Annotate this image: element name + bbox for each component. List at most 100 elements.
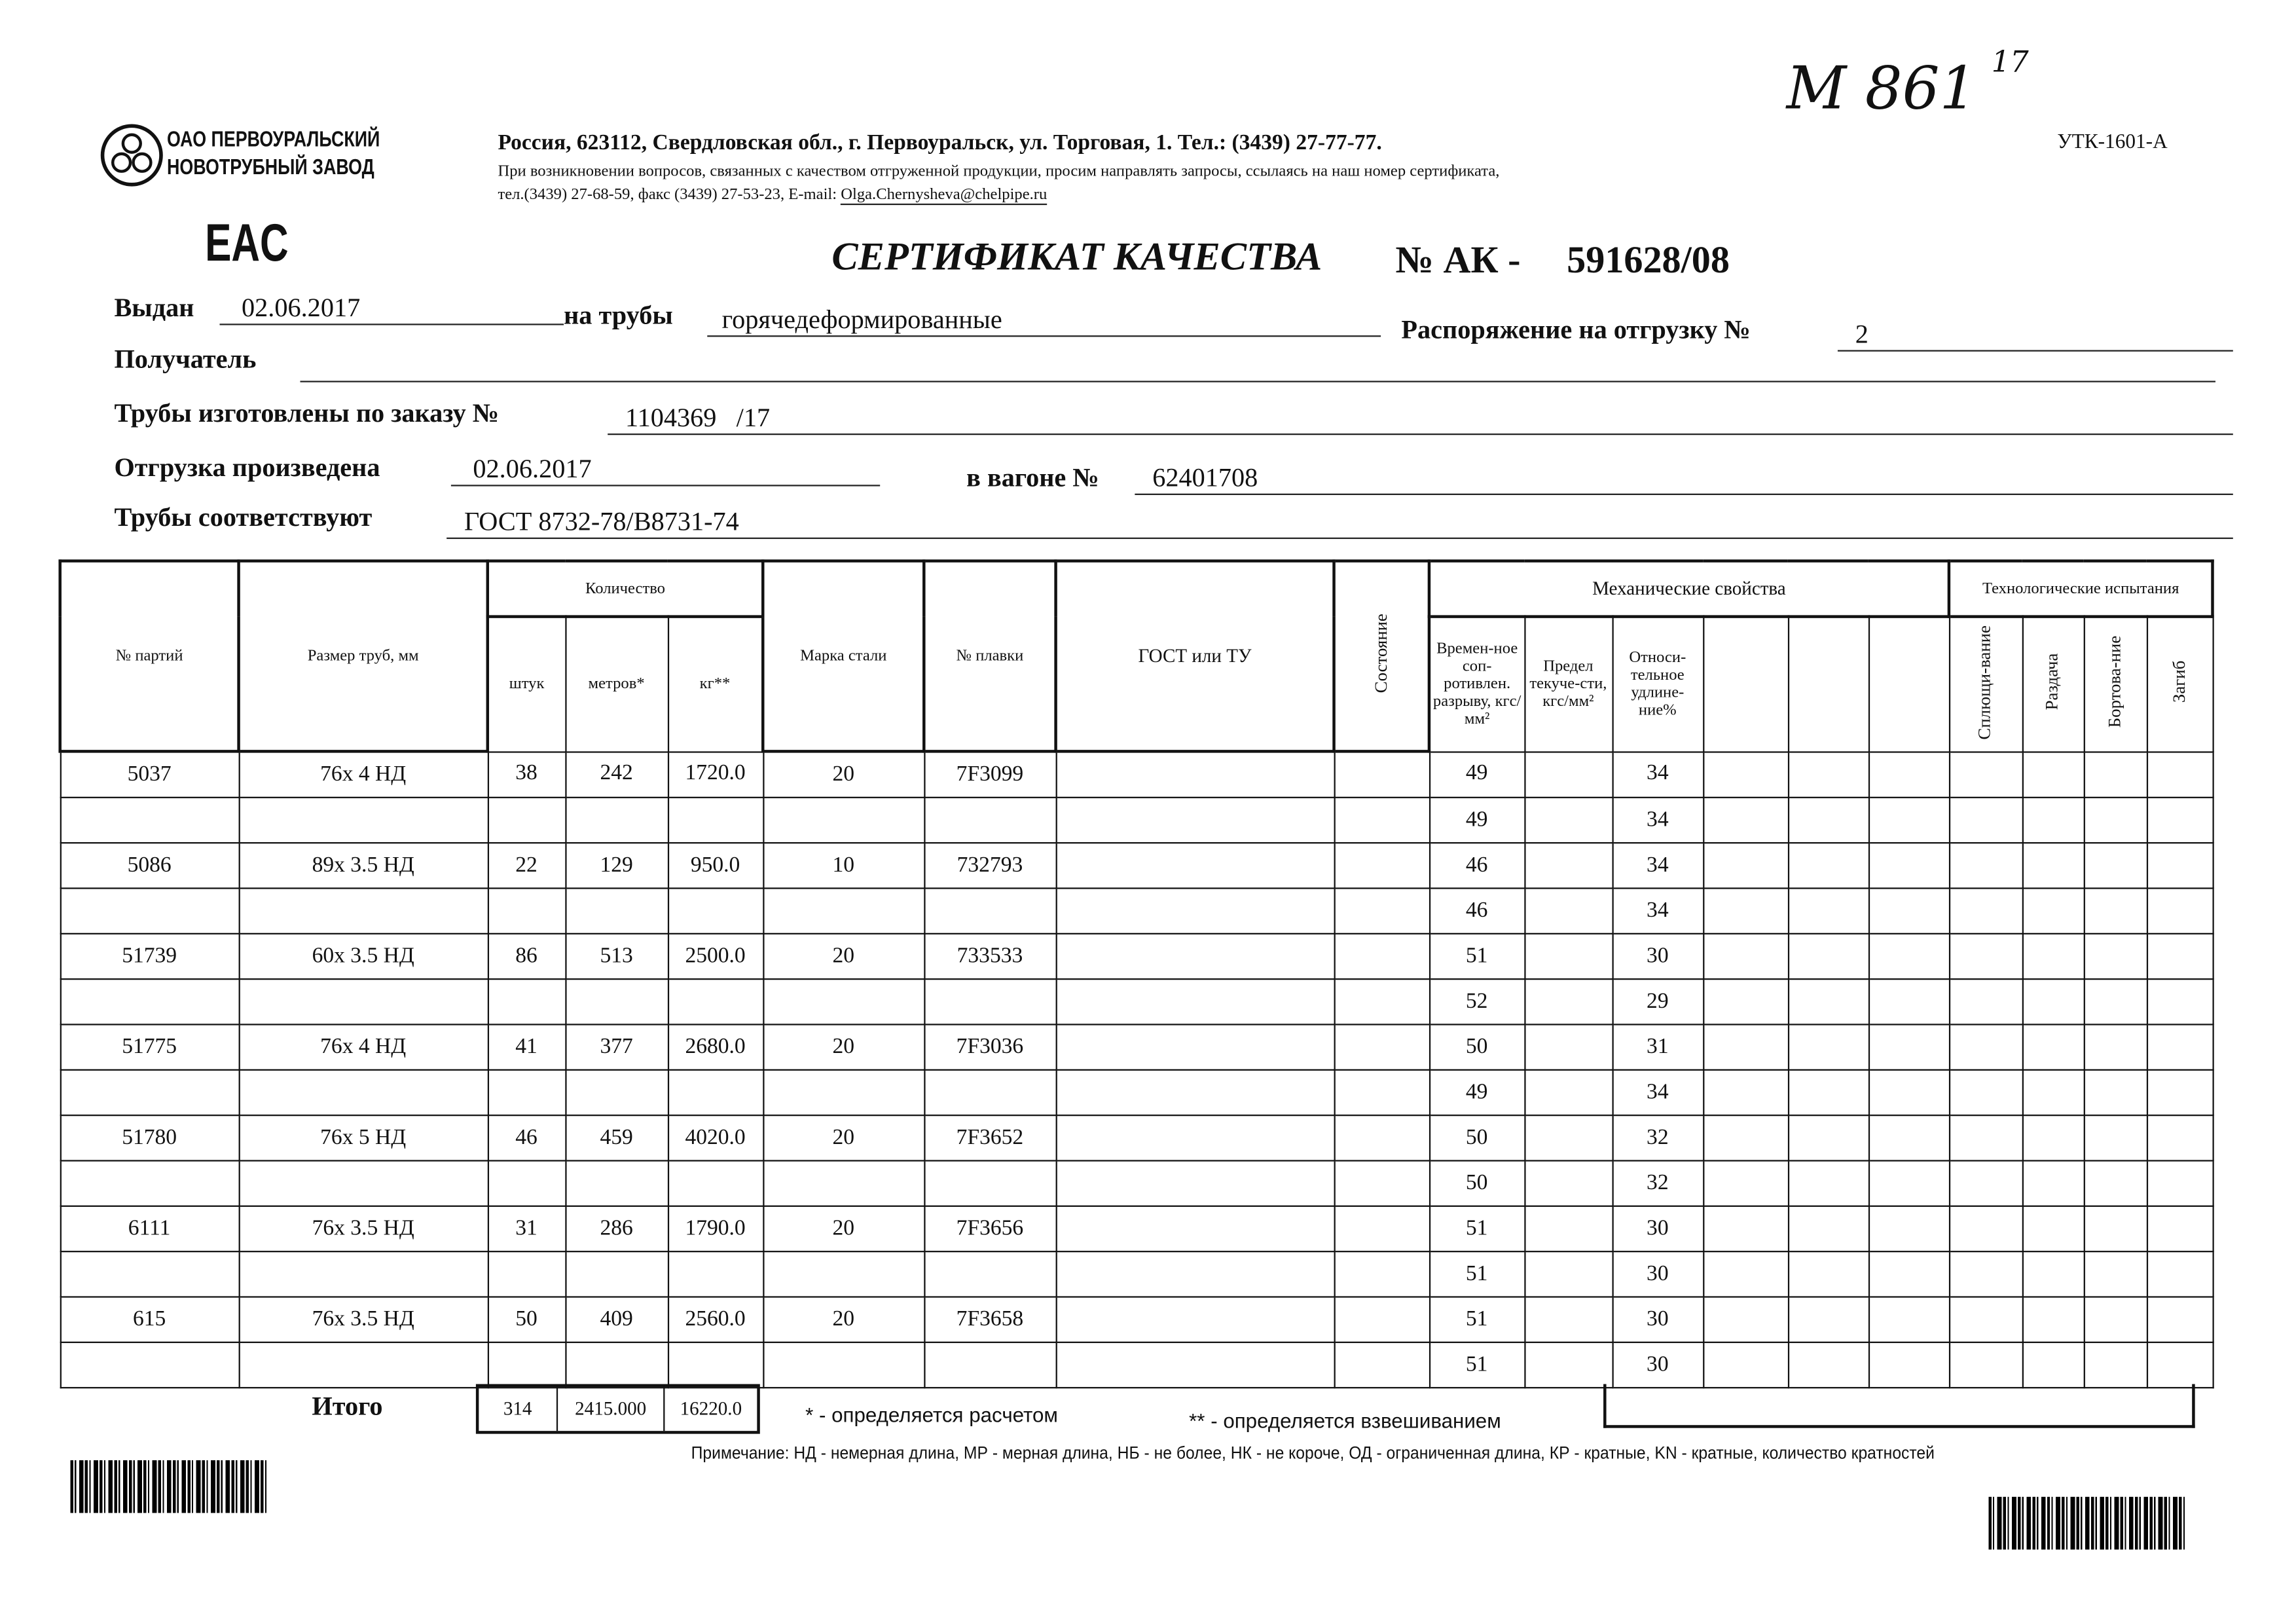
cell-steel: 20 [762, 1024, 925, 1071]
cell-t1 [1948, 842, 2023, 889]
cell-t2 [2021, 1069, 2085, 1116]
cell-steel: 20 [762, 750, 925, 798]
cell-state [1333, 1115, 1430, 1162]
cell-lot [59, 978, 240, 1025]
cell-steel [762, 1251, 925, 1298]
cell-meters: 242 [564, 750, 669, 798]
made-by-order-label: Трубы изготовлены по заказу № [114, 398, 500, 428]
certificate-title: СЕРТИФИКАТ КАЧЕСТВА [831, 234, 1322, 278]
header-expand: Раздача [2021, 616, 2085, 752]
cell-m6 [1867, 887, 1950, 934]
cell-size: 76x 3.5 НД [238, 1205, 488, 1253]
cell-state [1333, 750, 1430, 798]
cell-t3 [2083, 842, 2147, 889]
cell-yield [1523, 1205, 1613, 1253]
cell-elong: 34 [1611, 750, 1704, 798]
cell-state [1333, 1205, 1430, 1253]
cell-t1 [1948, 1251, 2023, 1298]
cell-heat: 7F3099 [923, 750, 1057, 798]
cell-yield [1523, 978, 1613, 1025]
cell-tensile: 50 [1428, 1160, 1525, 1207]
cell-m4 [1702, 842, 1789, 889]
cell-elong: 29 [1611, 978, 1704, 1025]
contact-email[interactable]: Olga.Chernysheva@chelpipe.ru [841, 186, 1048, 206]
header-flatten-text: Сплющи-вание [1974, 625, 1995, 739]
cell-gost [1055, 1069, 1335, 1116]
cell-tensile: 49 [1428, 796, 1525, 844]
cell-m5 [1787, 1251, 1870, 1298]
table-row: 46 34 [59, 887, 2214, 934]
cell-m4 [1702, 1024, 1789, 1071]
cell-m6 [1867, 1251, 1950, 1298]
cell-elong: 31 [1611, 1024, 1704, 1071]
cell-state [1333, 887, 1430, 934]
cell-m6 [1867, 1341, 1950, 1389]
header-gost: ГОСТ или ТУ [1054, 559, 1336, 753]
cell-m5 [1787, 842, 1870, 889]
cell-m5 [1787, 887, 1870, 934]
header-steel: Марка стали [761, 559, 926, 753]
cell-heat [923, 1069, 1057, 1116]
cell-t2 [2021, 932, 2085, 980]
form-code: УТК-1601-А [2057, 132, 2168, 154]
cell-steel [762, 978, 925, 1025]
table-row: 49 34 [59, 1069, 2214, 1116]
cell-heat: 733533 [923, 932, 1057, 980]
cell-size: 76x 3.5 НД [238, 1296, 488, 1343]
header-bend-text: Загиб [2168, 661, 2189, 703]
cell-elong: 30 [1611, 932, 1704, 980]
cell-kg [666, 887, 764, 934]
company-name-line1: ОАО ПЕРВОУРАЛЬСКИЙ [166, 127, 380, 153]
total-pcs: 314 [479, 1387, 558, 1431]
eac-mark: EAC [205, 212, 289, 273]
shipped-label: Отгрузка произведена [114, 452, 380, 482]
cell-size [238, 978, 488, 1025]
cell-t3 [2083, 1160, 2147, 1207]
cell-t2 [2021, 1296, 2085, 1343]
cell-yield [1523, 1296, 1613, 1343]
cell-t1 [1948, 1115, 2023, 1162]
contact-phones: тел.(3439) 27-68-59, факс (3439) 27-53-2… [498, 186, 837, 204]
cell-t4 [2145, 1251, 2214, 1298]
cell-t2 [2021, 1205, 2085, 1253]
cell-lot: 51780 [59, 1115, 240, 1162]
cell-t2 [2021, 750, 2085, 798]
cell-kg: 950.0 [666, 842, 764, 889]
cell-elong: 32 [1611, 1115, 1704, 1162]
cell-m5 [1787, 796, 1870, 844]
cell-lot [59, 1251, 240, 1298]
cell-t3 [2083, 1024, 2147, 1071]
cell-size [238, 1160, 488, 1207]
conform-value: ГОСТ 8732-78/В8731-74 [446, 507, 2233, 540]
pipes-value: горячедеформированные [707, 304, 1381, 337]
cell-m6 [1867, 1069, 1950, 1116]
cell-t1 [1948, 1205, 2023, 1253]
contact-line: тел.(3439) 27-68-59, факс (3439) 27-53-2… [498, 186, 1048, 206]
cell-state [1333, 1296, 1430, 1343]
cell-t2 [2021, 978, 2085, 1025]
cell-heat [923, 796, 1057, 844]
cell-yield [1523, 1341, 1613, 1389]
table-row: 51 30 [59, 1341, 2214, 1389]
cell-heat [923, 1160, 1057, 1207]
cell-t1 [1948, 1024, 2023, 1071]
cell-gost [1055, 750, 1335, 798]
cell-size: 60x 3.5 НД [238, 932, 488, 980]
cell-size: 76x 4 НД [238, 750, 488, 798]
cell-heat: 7F3036 [923, 1024, 1057, 1071]
company-logo [100, 123, 164, 195]
cell-t3 [2083, 1205, 2147, 1253]
totals-box: 314 2415.000 16220.0 [475, 1384, 760, 1434]
header-yield: Предел текуче-сти, кгс/мм² [1523, 616, 1613, 752]
made-by-order-value: 1104369 /17 [608, 403, 2233, 435]
cell-kg: 4020.0 [666, 1115, 764, 1162]
cell-steel: 20 [762, 932, 925, 980]
cell-pcs [486, 1341, 566, 1389]
shipping-order-value: 2 [1837, 320, 2233, 352]
table-row: 51780 76x 5 НД 46 459 4020.0 20 7F3652 50 32 [59, 1115, 2214, 1162]
cell-m5 [1787, 750, 1870, 798]
barcode-left [70, 1460, 267, 1513]
cell-m5 [1787, 978, 1870, 1025]
table-row: 51 30 [59, 1251, 2214, 1298]
cell-pcs [486, 796, 566, 844]
